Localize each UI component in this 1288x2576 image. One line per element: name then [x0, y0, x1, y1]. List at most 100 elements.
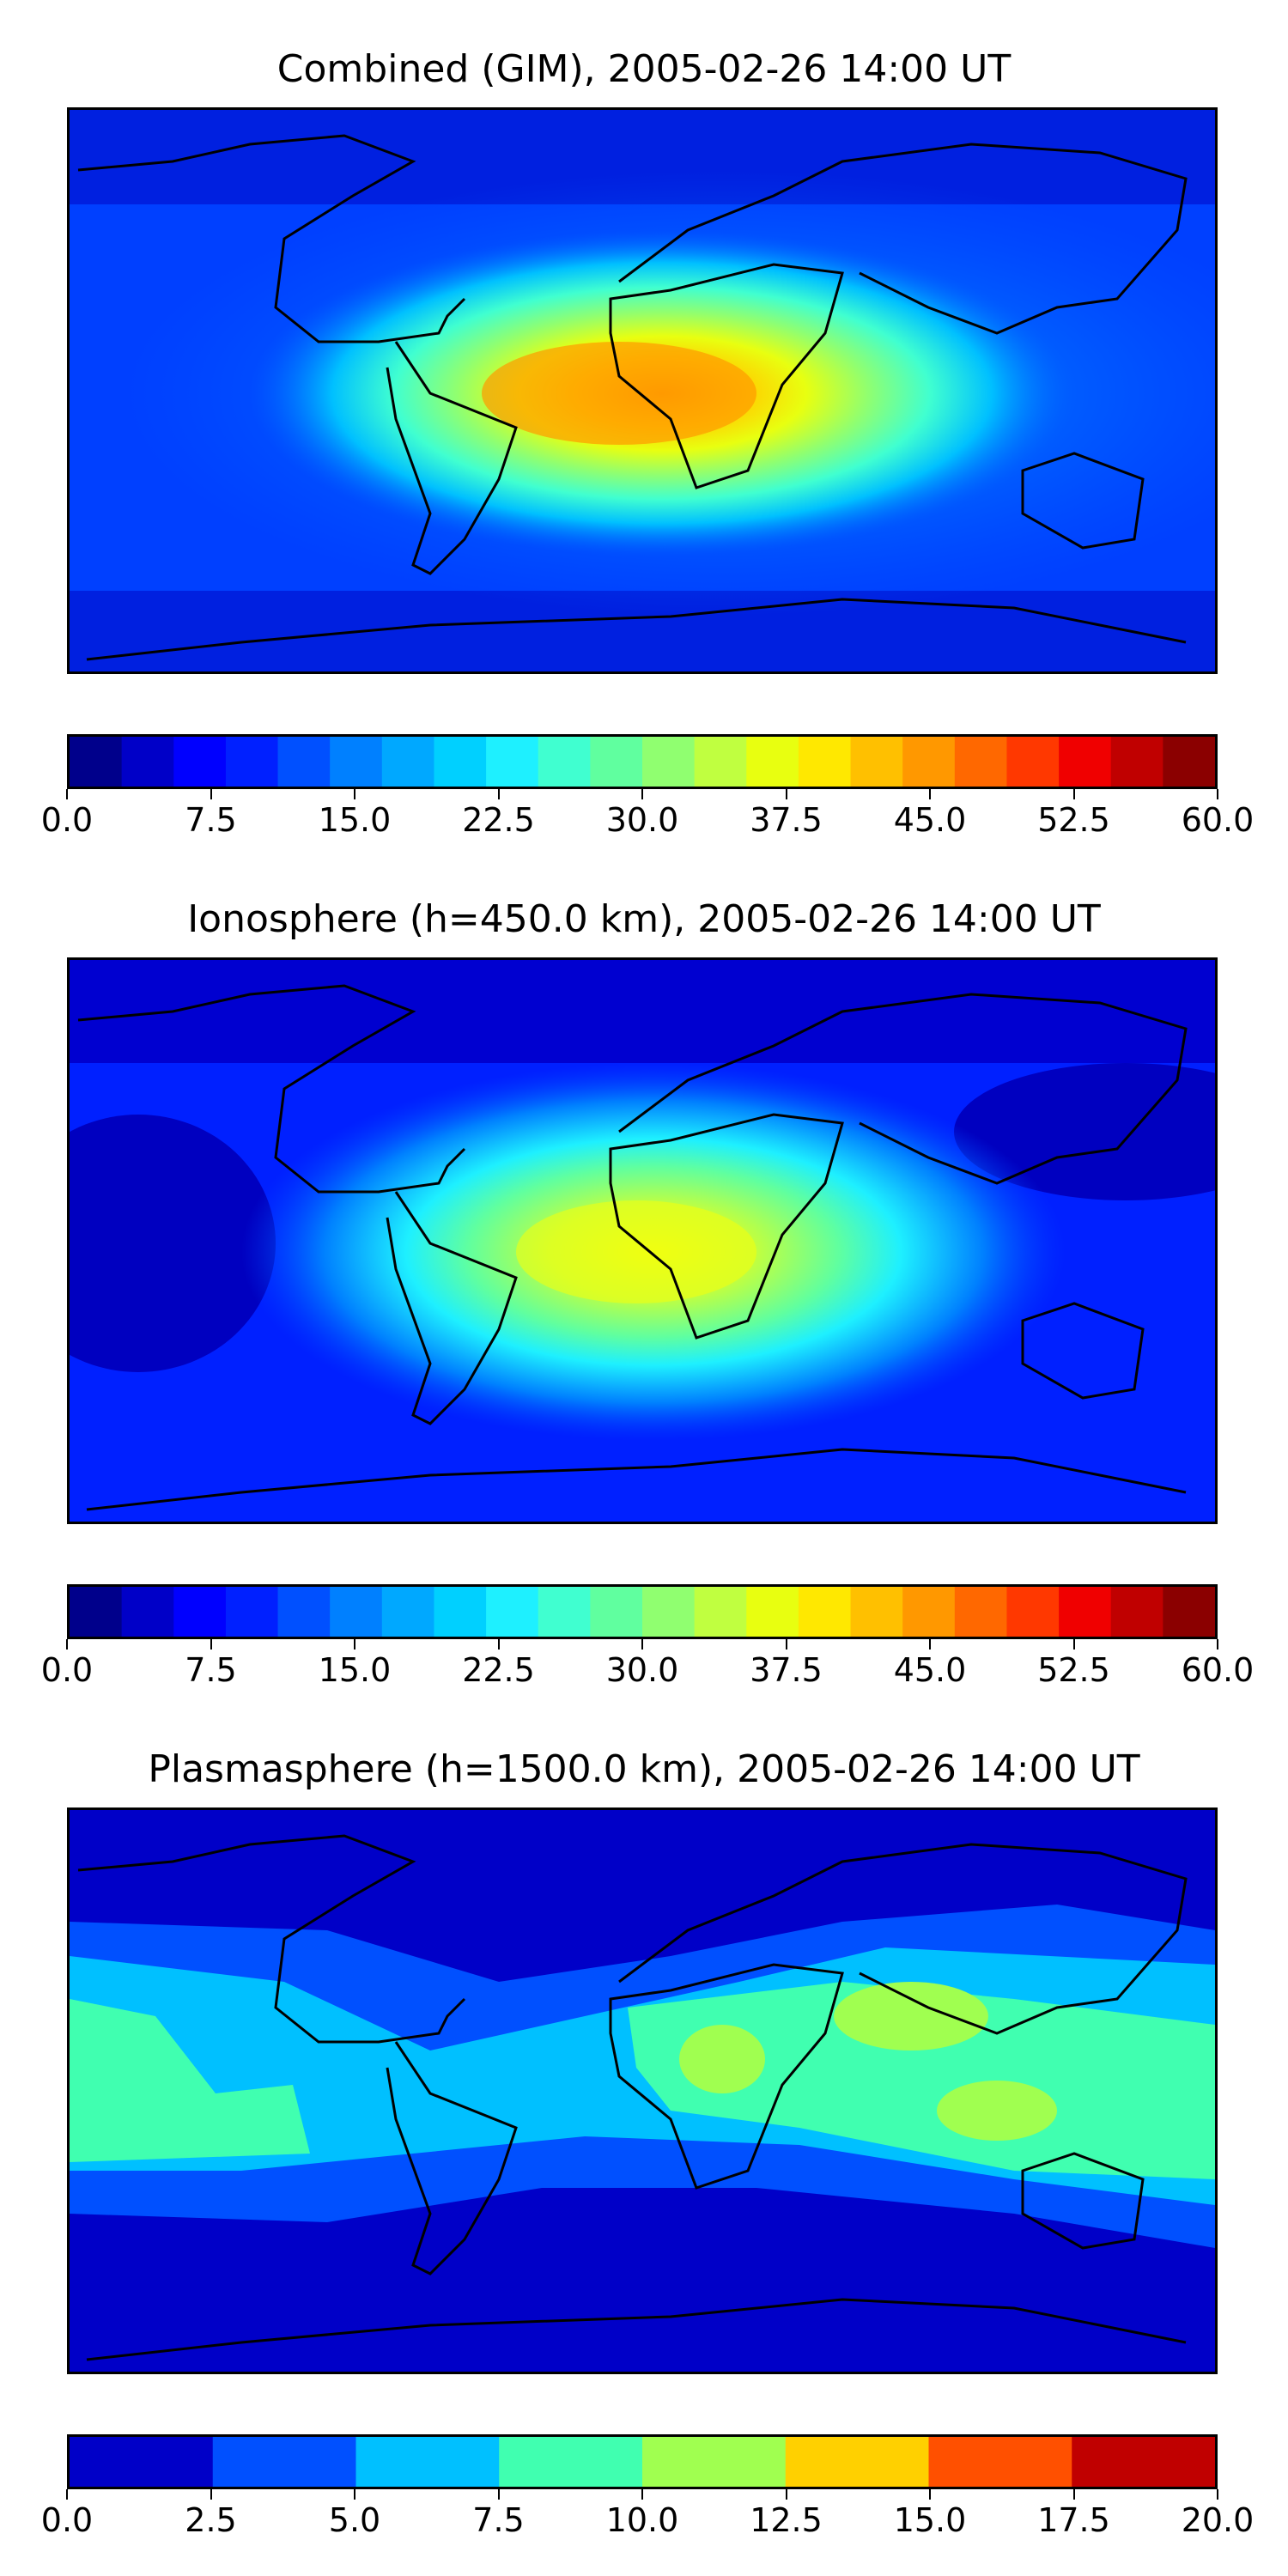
tick-mark	[210, 1639, 212, 1649]
colorbar-swatch	[355, 2437, 500, 2487]
colorbar-ticks: 0.0 7.5 15.0 22.5 30.0 37.5 45.0 52.5 60.0	[41, 1639, 1254, 1691]
tick-mark	[354, 2489, 355, 2500]
tick-label: 37.5	[750, 801, 823, 839]
tec-map	[70, 1810, 1215, 2372]
colorbar-combined	[67, 734, 1218, 789]
colorbar-swatch	[70, 1587, 123, 1637]
colorbar-swatch	[277, 737, 331, 787]
tick-mark	[641, 789, 643, 799]
chart-title: Combined (GIM), 2005-02-26 14:00 UT	[276, 47, 1012, 91]
tick-label: 30.0	[605, 1651, 679, 1689]
colorbar-swatch	[1110, 1587, 1163, 1637]
tick-mark	[1072, 789, 1075, 799]
colorbar-swatches	[70, 737, 1215, 787]
tick-label: 0.0	[40, 2501, 94, 2539]
coastlines	[77, 134, 1188, 661]
colorbar-swatch	[1110, 737, 1163, 787]
colorbar-swatch	[1072, 2437, 1215, 2487]
tick-label: 60.0	[1181, 801, 1255, 839]
map-plasmasphere	[67, 1807, 1218, 2374]
colorbar-swatch	[902, 1587, 956, 1637]
tick-mark	[497, 789, 500, 799]
tick-mark	[1217, 2489, 1218, 2500]
colorbar-swatch	[1006, 1587, 1060, 1637]
tick-mark	[641, 1639, 643, 1649]
tick-label: 0.0	[40, 801, 94, 839]
tick-label: 7.5	[185, 801, 237, 839]
tick-mark	[785, 1639, 787, 1649]
colorbar-swatch	[954, 1587, 1008, 1637]
tick-mark	[66, 2489, 68, 2500]
colorbar-swatch	[538, 737, 591, 787]
colorbar-swatch	[1163, 737, 1215, 787]
tick-mark	[785, 789, 787, 799]
colorbar-swatch	[902, 737, 956, 787]
colorbar-swatch	[694, 737, 747, 787]
colorbar-swatch	[173, 737, 227, 787]
tick-mark	[210, 789, 212, 799]
colorbar-ionosphere	[67, 1584, 1218, 1639]
colorbar-swatch	[694, 1587, 747, 1637]
tec-map	[70, 960, 1215, 1522]
colorbar-swatch	[212, 2437, 357, 2487]
colorbar-swatch	[1059, 737, 1112, 787]
colorbar-swatches	[70, 2437, 1215, 2487]
tick-label: 15.0	[893, 2501, 967, 2539]
colorbar-swatch	[70, 737, 123, 787]
colorbar-swatch	[954, 737, 1008, 787]
tick-mark	[497, 2489, 500, 2500]
tick-mark	[785, 2489, 787, 2500]
colorbar-swatch	[590, 737, 643, 787]
map-combined	[67, 107, 1218, 674]
tick-label: 45.0	[893, 801, 967, 839]
tick-label: 22.5	[462, 1651, 535, 1689]
colorbar-swatch	[225, 1587, 279, 1637]
colorbar-plasmasphere	[67, 2434, 1218, 2489]
tick-mark	[1072, 2489, 1075, 2500]
tick-mark	[354, 789, 355, 799]
colorbar-swatch	[642, 1587, 696, 1637]
colorbar-swatch	[434, 1587, 487, 1637]
colorbar-swatch	[798, 1587, 852, 1637]
colorbar-swatch	[746, 1587, 799, 1637]
colorbar-swatch	[330, 1587, 383, 1637]
tick-label: 15.0	[318, 1651, 392, 1689]
tick-label: 7.5	[185, 1651, 237, 1689]
tick-label: 17.5	[1037, 2501, 1110, 2539]
colorbar-swatch	[434, 737, 487, 787]
colorbar-swatch	[850, 737, 903, 787]
tick-label: 7.5	[472, 2501, 525, 2539]
tick-mark	[1217, 789, 1218, 799]
tick-mark	[210, 2489, 212, 2500]
tick-mark	[929, 1639, 931, 1649]
colorbar-swatch	[499, 2437, 643, 2487]
colorbar-swatch	[928, 2437, 1072, 2487]
tick-label: 45.0	[893, 1651, 967, 1689]
tick-label: 0.0	[40, 1651, 94, 1689]
coastlines	[77, 984, 1188, 1511]
tick-mark	[1217, 1639, 1218, 1649]
tick-mark	[641, 2489, 643, 2500]
colorbar-swatch	[121, 737, 174, 787]
tick-mark	[929, 789, 931, 799]
chart-title: Ionosphere (h=450.0 km), 2005-02-26 14:0…	[187, 897, 1101, 941]
colorbar-swatch	[1163, 1587, 1215, 1637]
tick-label: 52.5	[1037, 1651, 1110, 1689]
colorbar-swatch	[1006, 737, 1060, 787]
tick-mark	[929, 2489, 931, 2500]
tick-label: 15.0	[318, 801, 392, 839]
tick-label: 37.5	[750, 1651, 823, 1689]
tick-mark	[497, 1639, 500, 1649]
colorbar-swatch	[746, 737, 799, 787]
tick-mark	[66, 789, 68, 799]
colorbar-ticks: 0.0 2.5 5.0 7.5 10.0 12.5 15.0 17.5 20.0	[41, 2489, 1254, 2541]
tick-label: 60.0	[1181, 1651, 1255, 1689]
coastlines	[77, 1834, 1188, 2361]
tick-label: 12.5	[750, 2501, 823, 2539]
colorbar-swatch	[538, 1587, 591, 1637]
tick-label: 52.5	[1037, 801, 1110, 839]
chart-title: Plasmasphere (h=1500.0 km), 2005-02-26 1…	[148, 1747, 1140, 1791]
colorbar-swatch	[70, 2437, 214, 2487]
tick-mark	[66, 1639, 68, 1649]
colorbar-swatch	[785, 2437, 930, 2487]
